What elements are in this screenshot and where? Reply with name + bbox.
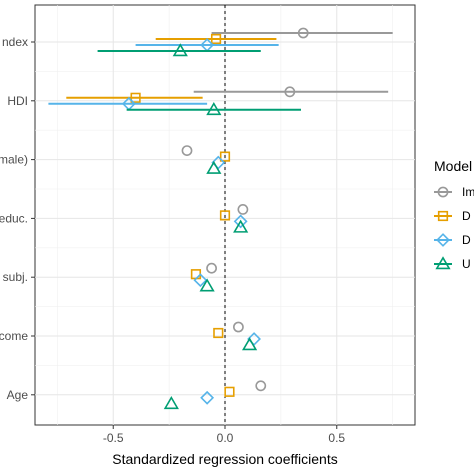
data-point xyxy=(163,396,179,410)
data-point xyxy=(199,278,215,292)
data-point xyxy=(211,155,226,170)
y-tick-label: male) xyxy=(0,153,28,167)
data-point xyxy=(206,262,217,274)
legend-label: D xyxy=(462,233,471,247)
x-tick-label: 0.0 xyxy=(217,431,234,445)
y-tick-label: ndex xyxy=(2,35,28,49)
data-point xyxy=(247,332,261,346)
data-point xyxy=(233,321,244,333)
legend-key-marker xyxy=(437,210,449,222)
data-point xyxy=(172,43,188,57)
data-point xyxy=(193,273,208,288)
x-tick-label: 0.5 xyxy=(328,431,345,445)
data-point xyxy=(130,92,141,103)
y-tick-label: subj. xyxy=(3,270,28,284)
data-point xyxy=(210,33,222,45)
data-point xyxy=(219,210,231,221)
data-point xyxy=(241,337,258,351)
data-point xyxy=(213,327,224,339)
series-group xyxy=(97,43,301,410)
data-point xyxy=(224,386,235,397)
x-axis-title: Standardized regression coefficients xyxy=(112,451,337,467)
data-point xyxy=(297,27,309,39)
legend-title: Model xyxy=(434,158,472,174)
y-tick-label: Age xyxy=(7,388,29,402)
data-point xyxy=(219,151,231,162)
data-point xyxy=(237,203,249,215)
data-point xyxy=(284,86,296,98)
legend-label: Im xyxy=(462,185,474,199)
data-point xyxy=(233,219,249,233)
y-tick-labels: ndex HDI male) educ. subj. come Age xyxy=(0,35,35,402)
y-tick-label: come xyxy=(0,329,28,343)
data-point xyxy=(181,145,193,156)
legend-label: D xyxy=(462,209,471,223)
y-tick-label: HDI xyxy=(7,94,28,108)
x-tick-label: -0.5 xyxy=(103,431,124,445)
y-tick-label: educ. xyxy=(0,211,28,225)
series-group xyxy=(48,38,279,405)
data-point xyxy=(255,380,267,392)
legend-key-marker xyxy=(435,256,451,270)
data-point xyxy=(233,214,248,229)
data-point xyxy=(206,102,222,116)
data-point xyxy=(200,390,215,405)
x-tick-labels: -0.5 0.0 0.5 xyxy=(103,425,345,445)
legend-label: U xyxy=(462,257,471,271)
legend-key-marker xyxy=(436,233,450,247)
series-group xyxy=(181,27,393,392)
data-point xyxy=(206,160,222,174)
legend-key-marker xyxy=(437,186,449,198)
data-layer xyxy=(48,27,393,410)
